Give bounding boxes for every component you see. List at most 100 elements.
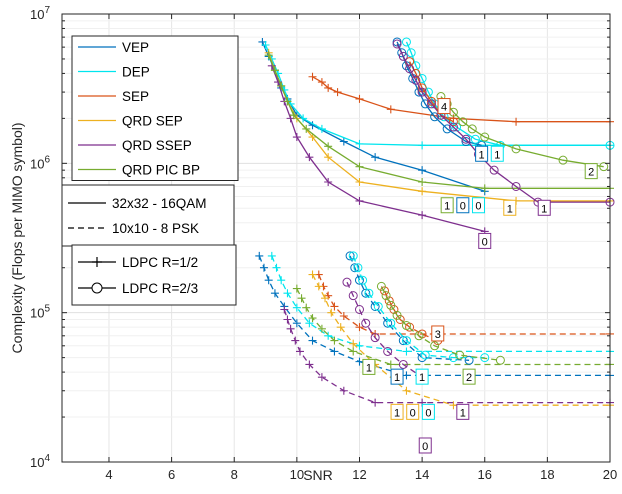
data-point (330, 336, 339, 345)
annotation-box (415, 368, 429, 385)
data-point (336, 323, 345, 332)
data-point (420, 350, 430, 360)
data-point (324, 83, 333, 92)
legend-1: 32x32 - 16QAM 10x10 - 8 PSK (61, 184, 235, 247)
annotation-label: 0 (482, 236, 488, 248)
data-point (420, 99, 430, 109)
data-point (430, 112, 440, 122)
data-point (355, 94, 364, 103)
annotation-box (584, 163, 598, 180)
data-point (361, 318, 371, 328)
data-point (386, 318, 396, 328)
annotation-box (440, 197, 454, 214)
data-point (302, 124, 311, 133)
data-point (270, 289, 279, 298)
data-point (417, 353, 427, 363)
annotation-box (456, 197, 470, 214)
x-tick-label: 10 (290, 467, 304, 482)
data-point (264, 276, 273, 285)
data-point (291, 336, 300, 345)
data-point (418, 166, 427, 175)
data-point (418, 141, 427, 150)
annotation-label: 0 (425, 407, 431, 419)
data-point (305, 360, 314, 369)
data-point (355, 139, 364, 148)
annotation-box (490, 145, 504, 162)
annotation-box (478, 232, 492, 249)
data-point (327, 308, 336, 317)
series-line (346, 281, 423, 378)
data-point (386, 105, 395, 114)
data-point (480, 184, 489, 193)
data-point (402, 371, 411, 380)
data-point (255, 251, 264, 260)
annotation-box (390, 403, 404, 420)
data-point (370, 333, 380, 343)
data-point (398, 51, 408, 61)
data-point (401, 321, 411, 331)
data-point (392, 39, 402, 49)
annotation-label: 1 (394, 407, 400, 419)
data-point (314, 282, 323, 291)
data-point (417, 87, 427, 97)
data-point (349, 339, 358, 348)
data-point (461, 137, 471, 147)
annotation-label: 1 (444, 201, 450, 213)
series-16 (292, 284, 614, 369)
annotation-label: 2 (466, 372, 472, 384)
data-point (414, 331, 424, 341)
data-point (448, 122, 458, 132)
data-point (348, 291, 358, 301)
series-line (380, 286, 501, 361)
data-point (411, 75, 421, 85)
data-point (455, 350, 465, 360)
data-point (358, 275, 368, 285)
y-tick-label: 106 (30, 154, 50, 171)
annotation-label: 1 (479, 149, 485, 161)
data-point (330, 347, 339, 356)
x-axis-label: SNR (303, 467, 333, 483)
data-point (302, 303, 311, 312)
data-point (392, 310, 402, 320)
annotation-label: 1 (419, 372, 425, 384)
data-point (350, 263, 360, 273)
x-tick-label: 16 (478, 467, 492, 482)
data-point (259, 263, 268, 272)
annotation-label: 1 (494, 149, 500, 161)
data-point (418, 187, 427, 196)
data-point (489, 165, 499, 175)
data-point (305, 153, 314, 162)
data-point (398, 359, 408, 369)
data-point (480, 132, 490, 142)
series-9 (392, 39, 615, 207)
x-tick-label: 4 (105, 467, 112, 482)
data-point (308, 270, 317, 279)
legend-marker (92, 257, 102, 267)
series-line (396, 43, 610, 203)
annotation-box (537, 199, 551, 216)
annotation-label: 2 (588, 167, 594, 179)
data-point (405, 64, 415, 74)
data-point (324, 177, 333, 186)
data-point (277, 81, 286, 90)
x-tick-label: 14 (415, 467, 429, 482)
data-point (384, 296, 394, 306)
annotation-box (456, 403, 470, 420)
data-point (406, 48, 416, 58)
data-point (295, 347, 304, 356)
legend-label: QRD SEP (122, 114, 183, 129)
annotation-label: 0 (460, 201, 466, 213)
data-point (511, 181, 521, 191)
data-point (324, 142, 333, 151)
data-point (355, 341, 364, 350)
data-point (495, 355, 505, 365)
data-point (292, 303, 301, 312)
annotation-box (431, 325, 445, 342)
annotation-label: 1 (460, 407, 466, 419)
data-point (270, 66, 279, 75)
data-point (402, 386, 411, 395)
annotation-label: 1 (507, 203, 513, 215)
legend-box (71, 35, 239, 181)
